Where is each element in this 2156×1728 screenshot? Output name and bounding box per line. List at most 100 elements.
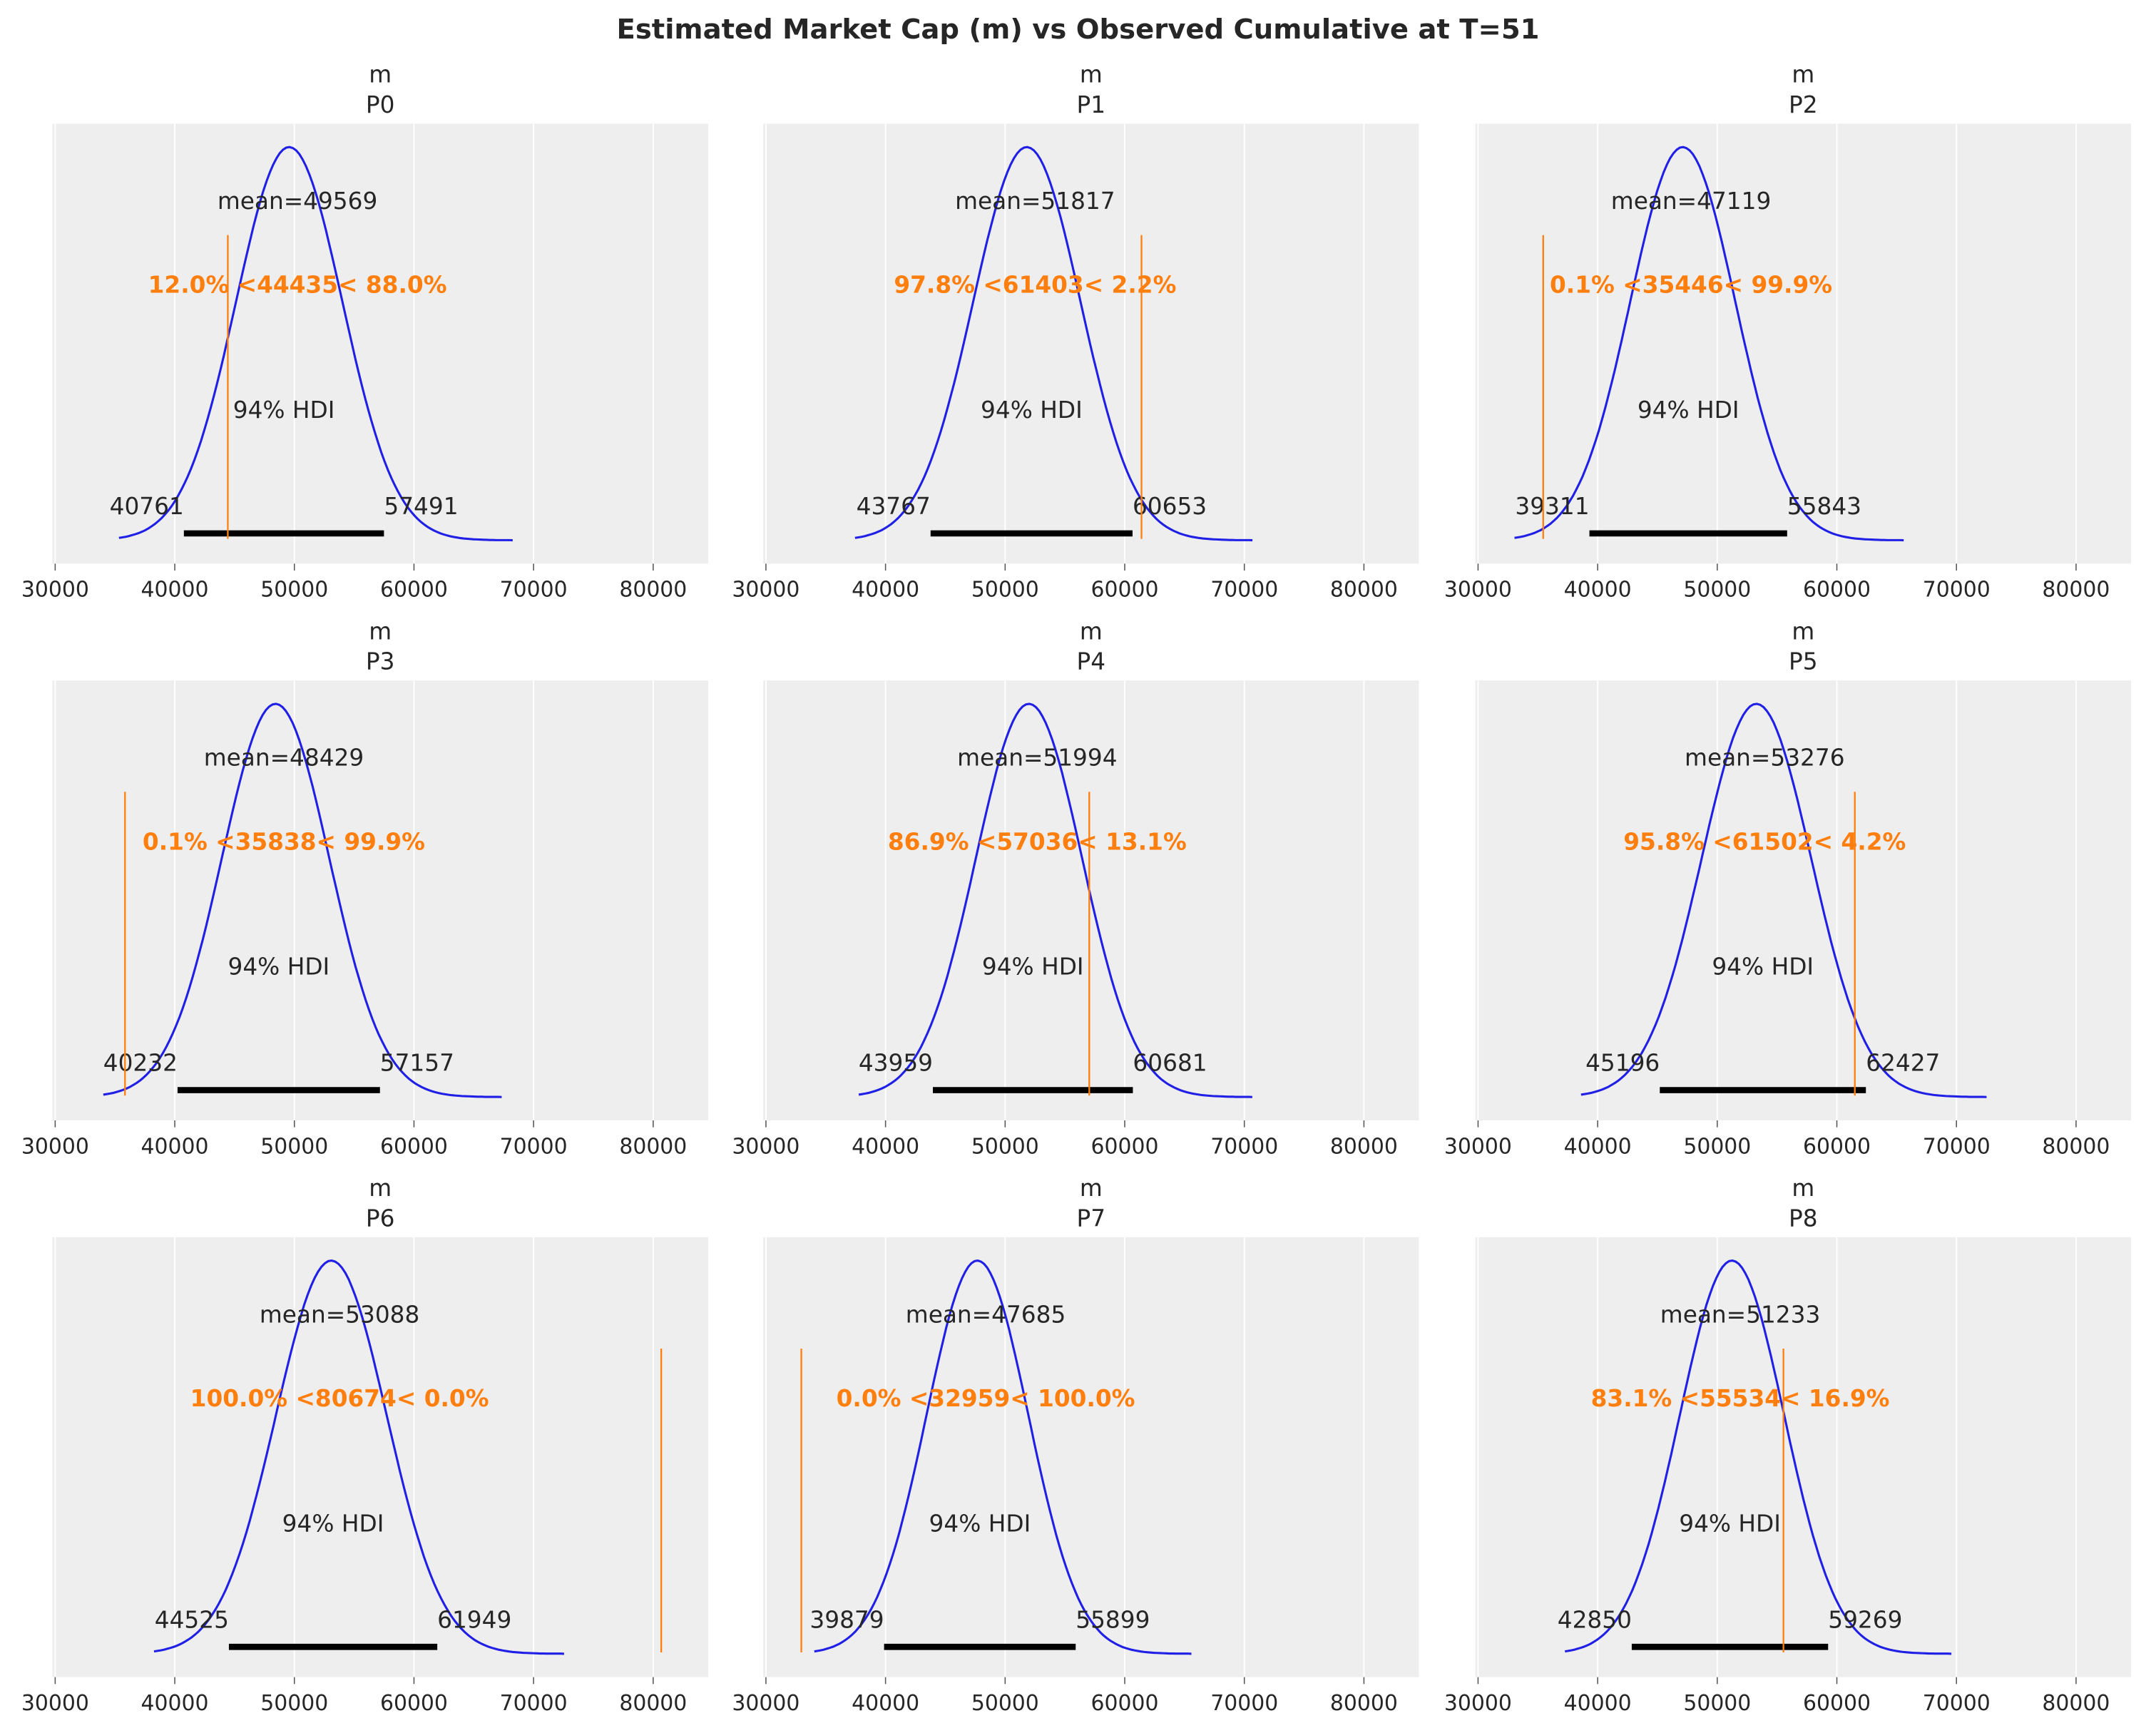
mean-label: mean=47685 — [906, 1301, 1066, 1328]
panel-title: P6 — [366, 1205, 395, 1232]
panel-var: m — [1792, 1175, 1814, 1202]
density-curve — [118, 145, 513, 542]
x-tick-label: 70000 — [1210, 578, 1278, 603]
x-tick-label: 50000 — [1683, 1691, 1751, 1716]
panel-title: P4 — [1077, 648, 1106, 675]
reference-label: 95.8% <61502< 4.2% — [1623, 828, 1906, 855]
plot-area — [1475, 1237, 2132, 1677]
density-curve — [854, 145, 1253, 542]
panel-var: m — [1080, 61, 1103, 88]
plot-area — [52, 680, 708, 1120]
mean-label: mean=48429 — [204, 745, 364, 772]
x-tick-label: 80000 — [2042, 1134, 2110, 1159]
figure-title: Estimated Market Cap (m) vs Observed Cum… — [617, 14, 1540, 46]
hdi-upper-label: 62427 — [1866, 1050, 1940, 1077]
x-tick-label: 50000 — [260, 1691, 328, 1716]
plot-area — [763, 1237, 1419, 1677]
mean-label: mean=49569 — [218, 188, 378, 215]
x-tick-label: 40000 — [141, 578, 209, 603]
x-tick-label: 50000 — [1683, 1134, 1751, 1159]
x-tick-label: 30000 — [21, 1691, 89, 1716]
panel-P1: m P1 30000 40000 50000 60000 70000 80000 43767 60… — [732, 61, 1419, 603]
x-tick-label: 40000 — [1564, 578, 1632, 603]
mean-label: mean=51233 — [1660, 1301, 1821, 1328]
x-tick-label: 40000 — [852, 578, 919, 603]
hdi-lower-label: 40761 — [110, 493, 184, 520]
hdi-label: 94% HDI — [1712, 954, 1814, 981]
panel-var: m — [369, 618, 392, 645]
panel-title: P2 — [1789, 91, 1818, 118]
hdi-upper-label: 60653 — [1133, 493, 1207, 520]
mean-label: mean=51817 — [955, 188, 1115, 215]
plot-area — [52, 123, 708, 564]
x-tick-label: 70000 — [1923, 1691, 1991, 1716]
x-tick-label: 50000 — [1683, 578, 1751, 603]
x-tick-label: 70000 — [1923, 1134, 1991, 1159]
hdi-lower-label: 39879 — [809, 1606, 884, 1633]
x-tick-label: 60000 — [380, 1691, 448, 1716]
panel-P3: m P3 30000 40000 50000 60000 70000 80000 40232 57… — [21, 618, 708, 1159]
density-curve — [858, 702, 1252, 1098]
hdi-lower-label: 42850 — [1558, 1606, 1632, 1633]
mean-label: mean=51994 — [957, 745, 1118, 772]
hdi-label: 94% HDI — [929, 1510, 1031, 1537]
hdi-upper-label: 55899 — [1076, 1606, 1150, 1633]
hdi-label: 94% HDI — [228, 954, 330, 981]
x-tick-label: 60000 — [1803, 578, 1871, 603]
density-curve — [103, 702, 502, 1098]
panel-title: P7 — [1077, 1205, 1106, 1232]
x-tick-label: 30000 — [21, 578, 89, 603]
x-tick-label: 80000 — [2042, 578, 2110, 603]
panel-title: P8 — [1789, 1205, 1818, 1232]
hdi-upper-label: 57157 — [380, 1050, 454, 1077]
x-tick-label: 30000 — [21, 1134, 89, 1159]
x-tick-label: 70000 — [1210, 1134, 1278, 1159]
x-tick-label: 40000 — [1564, 1134, 1632, 1159]
plot-area — [1475, 123, 2132, 564]
x-tick-label: 80000 — [1330, 1691, 1398, 1716]
plot-area — [1475, 680, 2132, 1120]
panel-var: m — [369, 61, 392, 88]
x-tick-label: 70000 — [500, 1691, 568, 1716]
mean-label: mean=47119 — [1611, 188, 1772, 215]
panel-P8: m P8 30000 40000 50000 60000 70000 80000 42850 59… — [1444, 1175, 2132, 1716]
x-tick-label: 80000 — [619, 1691, 687, 1716]
x-tick-label: 80000 — [1330, 578, 1398, 603]
x-tick-label: 50000 — [260, 1134, 328, 1159]
x-tick-label: 80000 — [619, 578, 687, 603]
reference-label: 86.9% <57036< 13.1% — [888, 828, 1187, 855]
reference-label: 0.0% <32959< 100.0% — [837, 1385, 1135, 1412]
panel-P5: m P5 30000 40000 50000 60000 70000 80000 45196 62… — [1444, 618, 2132, 1159]
density-curve — [153, 1259, 565, 1655]
panel-P2: m P2 30000 40000 50000 60000 70000 80000 39311 55… — [1444, 61, 2132, 603]
hdi-label: 94% HDI — [282, 1510, 384, 1537]
panel-title: P0 — [366, 91, 395, 118]
panel-P0: m P0 30000 40000 50000 60000 70000 80000 40761 57… — [21, 61, 708, 603]
density-curve — [814, 1259, 1192, 1655]
x-tick-label: 70000 — [1210, 1691, 1278, 1716]
x-tick-label: 80000 — [2042, 1691, 2110, 1716]
x-tick-label: 60000 — [380, 1134, 448, 1159]
x-tick-label: 80000 — [619, 1134, 687, 1159]
x-tick-label: 70000 — [500, 578, 568, 603]
reference-label: 12.0% <44435< 88.0% — [148, 272, 447, 299]
hdi-lower-label: 43767 — [857, 493, 931, 520]
x-tick-label: 50000 — [971, 1691, 1039, 1716]
reference-label: 0.1% <35446< 99.9% — [1550, 272, 1832, 299]
panel-var: m — [1080, 618, 1103, 645]
x-tick-label: 60000 — [1091, 578, 1159, 603]
hdi-lower-label: 43959 — [859, 1050, 933, 1077]
x-tick-label: 30000 — [732, 1134, 799, 1159]
hdi-label: 94% HDI — [982, 954, 1084, 981]
x-tick-label: 70000 — [1923, 578, 1991, 603]
x-tick-label: 30000 — [732, 578, 799, 603]
hdi-upper-label: 59269 — [1828, 1606, 1902, 1633]
reference-label: 97.8% <61403< 2.2% — [894, 272, 1176, 299]
panel-var: m — [1792, 61, 1814, 88]
x-tick-label: 60000 — [1091, 1691, 1159, 1716]
hdi-label: 94% HDI — [981, 397, 1083, 424]
hdi-label: 94% HDI — [1638, 397, 1739, 424]
density-curve — [1514, 145, 1904, 542]
hdi-upper-label: 57491 — [384, 493, 458, 520]
